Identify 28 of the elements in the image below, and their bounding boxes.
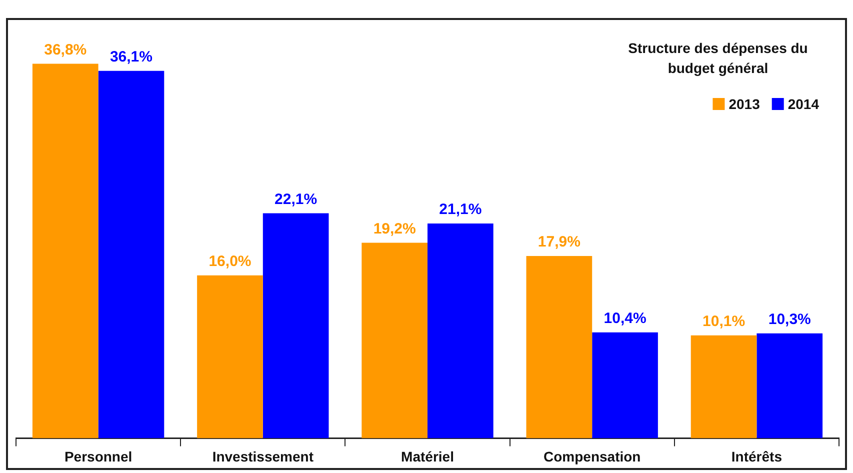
x-tick-label: Investissement [212,448,314,464]
bar [262,213,329,438]
bar [592,332,658,438]
data-label: 10,1% [702,313,746,330]
data-label: 22,1% [274,190,318,208]
bar [197,275,263,438]
legend-title: Structure des dépenses du budget général [627,39,809,78]
data-label: 17,9% [538,234,580,251]
data-label: 16,0% [208,253,252,270]
bar [362,242,428,438]
data-label: 36,1% [110,48,152,66]
data-label: 21,1% [439,201,482,218]
bar [98,70,164,438]
bar [428,223,494,438]
x-tick-label: Intérêts [731,448,782,464]
data-label: 10,4% [604,310,646,328]
legend-label: 2013 [728,96,760,112]
bar [690,335,757,438]
x-tick-label: Compensation [543,448,641,464]
x-tick-label: Personnel [64,448,132,464]
x-tick-label: Matériel [401,448,454,464]
data-label: 19,2% [373,220,416,238]
data-label: 10,3% [768,311,811,328]
data-label: 36,8% [44,41,87,58]
bar [32,64,98,438]
legend-label: 2014 [788,96,820,112]
bar [756,333,823,438]
bar [526,256,592,438]
